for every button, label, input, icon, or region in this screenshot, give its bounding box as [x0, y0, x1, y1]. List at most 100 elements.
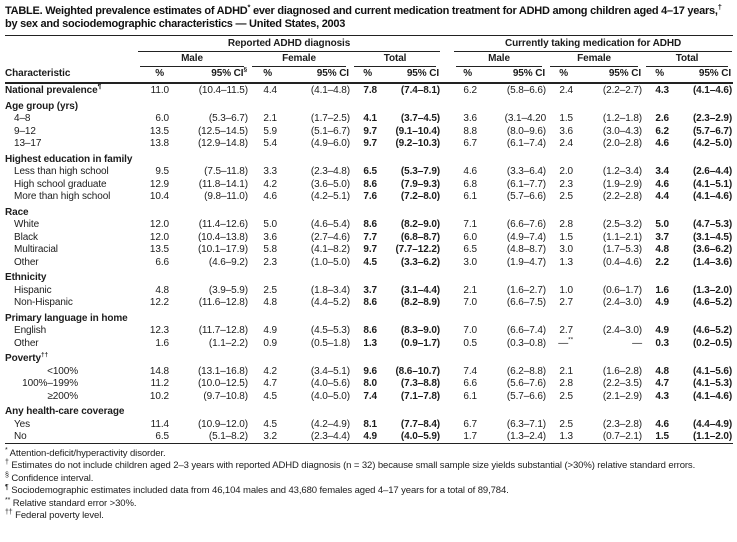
cell-pct: —** [558, 336, 574, 349]
row-label: Non-Hispanic [14, 297, 73, 308]
cell-pct: 3.4 [655, 166, 670, 177]
cell-ci: (6.6–7.5) [506, 297, 547, 308]
cell-ci: (12.9–14.8) [197, 138, 248, 149]
cell-ci: (2.4–3.0) [602, 325, 643, 336]
cell-pct: 5.8 [263, 244, 277, 255]
cell-pct: 13.8 [149, 138, 169, 149]
table-row: White 12.0 (11.4–12.6) 5.0 (4.6–5.4) 8.6 (8.2–… [5, 218, 733, 231]
cell-ci: (1.2–1.8) [602, 113, 643, 124]
cell-ci: (4.1–8.2) [310, 244, 350, 255]
section-label: Age group (yrs) [5, 100, 78, 112]
cell-ci: (8.3–9.0) [400, 325, 441, 336]
title-text: TABLE. Weighted prevalence estimates of … [5, 5, 248, 17]
cell-ci: (5.1–6.7) [310, 125, 350, 137]
cell-ci: — [632, 337, 643, 349]
cell-ci: (3.1–4.20 [504, 113, 547, 124]
cell-pct: 5.4 [263, 138, 277, 149]
row-label: No [14, 431, 27, 442]
cell-pct: 4.9 [363, 431, 377, 442]
cell-ci: (4.1–4.8) [310, 85, 350, 96]
cell-pct: 6.2 [463, 85, 478, 96]
cell-ci: (2.5–3.2) [602, 219, 643, 230]
cell-pct: 8.6 [363, 219, 377, 230]
cell-pct: 2.1 [463, 284, 478, 296]
cell-pct: 4.3 [655, 390, 670, 402]
cell-pct: 11.2 [150, 378, 169, 389]
section-row: Age group (yrs) [5, 97, 733, 113]
cell-pct: 3.0 [463, 256, 478, 268]
cell-pct: 9.7 [363, 244, 377, 255]
group-gap [441, 190, 453, 203]
cell-ci: (0.7–2.1) [602, 431, 643, 442]
cell-pct: 4.8 [655, 244, 670, 255]
row-label: National prevalence¶ [5, 83, 102, 96]
group-gap [441, 52, 453, 67]
row-label-text: <100% [47, 365, 78, 377]
column-group-label: Reported ADHD diagnosis [138, 36, 441, 52]
cell-ci: (0.3–0.8) [506, 337, 547, 349]
cell-ci: (4.0–5.9) [400, 431, 441, 442]
table-row: ≥200% 10.2 (9.7–10.8) 4.5 (4.0–5.0) 7.4 (7.1–7… [5, 390, 733, 403]
subgroup-spacer [5, 52, 137, 67]
footnote-text: Federal poverty level. [12, 510, 104, 521]
cell-pct: 3.6 [463, 113, 478, 124]
cell-pct: 3.7 [655, 231, 670, 243]
cell-ci: (1.1–2.2) [208, 337, 248, 349]
group-gap [441, 284, 453, 297]
cell-ci: (5.3–6.7) [208, 113, 248, 124]
group-gap [441, 243, 453, 256]
measure-row: Characteristic % 95% CI§% 95% CI% 95% CI% 95… [5, 67, 734, 84]
cell-ci: (2.3–4.8) [310, 166, 350, 177]
ci-column-header: 95% CI [481, 67, 548, 84]
cell-ci: (9.7–10.8) [203, 390, 248, 402]
group-gap [441, 112, 453, 125]
percent-column-header: % [643, 67, 674, 84]
cell-pct: 4.5 [263, 418, 277, 430]
cell-pct: 2.7 [559, 325, 574, 336]
group-gap [441, 67, 454, 84]
cell-ci: (9.2–10.3) [395, 138, 441, 149]
row-superscript: ¶ [97, 83, 102, 91]
cell-pct: 1.5 [559, 113, 574, 124]
cell-pct: 8.8 [463, 125, 478, 137]
cell-pct: 5.0 [655, 219, 670, 230]
cell-pct: 12.2 [149, 297, 169, 308]
cell-pct: 2.5 [559, 390, 574, 402]
cell-ci: (1.1–2.1) [602, 231, 643, 243]
cell-ci: (1.9–2.9) [602, 178, 643, 190]
footnote: ¶ Sociodemographic estimates included da… [5, 484, 727, 498]
cell-ci: (2.6–4.4) [692, 166, 733, 177]
cell-pct: 1.6 [655, 284, 670, 296]
cell-pct: 6.5 [155, 431, 169, 442]
group-gap [441, 418, 453, 431]
cell-ci: (5.8–6.6) [506, 85, 547, 96]
cell-ci: (6.6–7.6) [506, 219, 547, 230]
cell-ci: (4.1–5.1) [692, 178, 733, 190]
cell-pct: 4.6 [655, 418, 670, 430]
section-label: Primary language in home [5, 312, 128, 324]
prevalence-table: Reported ADHD diagnosis Currently taking… [5, 35, 734, 444]
cell-pct: 3.6 [559, 125, 574, 137]
page: TABLE. Weighted prevalence estimates of … [5, 3, 734, 521]
cell-pct: 7.6 [363, 191, 377, 202]
row-label: 13–17 [14, 138, 42, 149]
cell-pct: 4.9 [655, 325, 670, 336]
title-text: by sex and sociodemographic characterist… [5, 18, 346, 30]
cell-pct: 2.0 [559, 166, 574, 177]
cell-pct: 4.8 [655, 365, 670, 377]
cell-ci: (3.6–6.2) [692, 244, 733, 255]
cell-ci: (4.2–5.1) [310, 191, 350, 202]
cell-pct: 3.0 [559, 244, 574, 255]
group-gap [441, 165, 453, 178]
table-row: Other 1.6 (1.1–2.2) 0.9 (0.5–1.8) 1.3 (0.9–1.7… [5, 336, 733, 350]
cell-ci: (3.3–6.4) [506, 166, 547, 177]
cell-ci: (11.6–12.8) [198, 297, 248, 308]
cell-pct: 10.2 [149, 390, 169, 402]
footnote-text: Attention-deficit/hyperactivity disorder… [7, 447, 166, 459]
cell-pct: 2.7 [559, 297, 574, 308]
cell-ci: (4.4–5.2) [310, 297, 350, 308]
cell-pct: 13.5 [149, 244, 169, 255]
ci-column-header: 95% CI [673, 67, 734, 84]
cell-pct: 0.5 [463, 337, 478, 349]
cell-pct: 2.1 [559, 365, 574, 377]
